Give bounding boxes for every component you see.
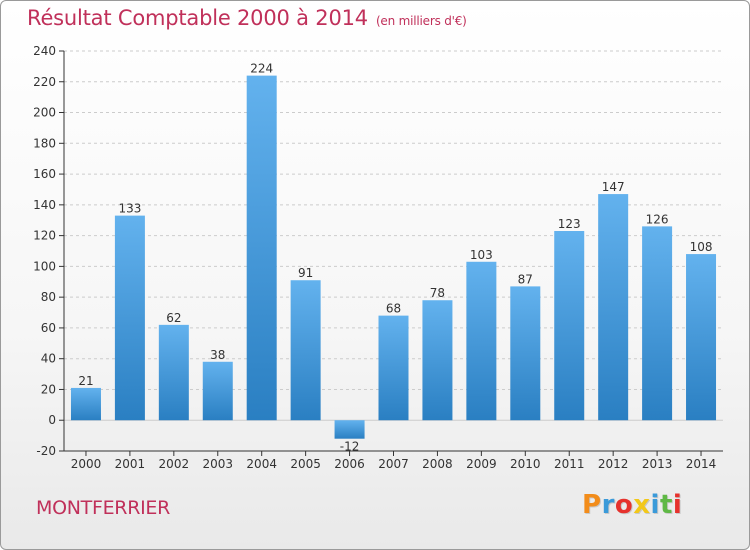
bar-2008 [422, 300, 453, 421]
bar-2004 [246, 75, 277, 421]
y-tick-label: 40 [41, 352, 56, 366]
commune-name: MONTFERRIER [36, 497, 171, 519]
data-label: 123 [558, 217, 581, 231]
bar-2000 [70, 387, 101, 421]
logo-letter: i [672, 490, 683, 520]
y-tick-label: 100 [33, 259, 56, 273]
data-label: 133 [118, 202, 141, 216]
chart-title: Résultat Comptable 2000 à 2014 (en millie… [27, 6, 467, 30]
y-tick-label: 220 [33, 75, 56, 89]
x-tick-label: 2002 [159, 457, 190, 471]
bar-2013 [642, 226, 673, 421]
bar-2005 [290, 280, 321, 421]
data-label: 103 [470, 248, 493, 262]
data-label: 78 [430, 286, 445, 300]
data-label: 91 [298, 266, 313, 280]
y-tick-label: -20 [36, 444, 56, 458]
bar-2001 [114, 215, 145, 421]
logo-letter: P [582, 490, 602, 520]
x-tick-label: 2005 [290, 457, 321, 471]
data-label: 21 [78, 374, 93, 388]
data-label: 87 [518, 272, 533, 286]
y-tick-label: 180 [33, 136, 56, 150]
data-label: 38 [210, 348, 225, 362]
logo-letter: x [633, 490, 651, 520]
x-tick-label: 2006 [334, 457, 365, 471]
chart-subtitle: (en milliers d'€) [375, 14, 467, 28]
data-labels: 21 133 62 38 224 91 -12 68 78 103 87 123 147 126 108 [78, 62, 712, 454]
y-tick-label: 160 [33, 167, 56, 181]
y-tick-label: 0 [48, 413, 56, 427]
data-label: 108 [690, 240, 713, 254]
y-tick-label: 20 [41, 382, 56, 396]
logo-letter: i [650, 490, 660, 520]
bar-2009 [466, 261, 497, 421]
x-tick-label: 2012 [598, 457, 629, 471]
axes: -20 0 20 40 60 80 100 120 140 160 180 200 220 240 2000… [33, 44, 723, 471]
logo-letter: t [659, 490, 673, 520]
bar-2007 [378, 315, 409, 421]
x-tick-label: 2014 [686, 457, 717, 471]
bar-2012 [598, 194, 629, 421]
proxiti-logo[interactable]: Proxiti [582, 490, 682, 520]
data-label: 68 [386, 302, 401, 316]
data-label: 126 [646, 212, 669, 226]
logo-letter: o [614, 490, 634, 520]
x-tick-label: 2001 [115, 457, 146, 471]
data-label: -12 [340, 440, 360, 454]
bar-2014 [686, 254, 717, 421]
x-tick-label: 2010 [510, 457, 541, 471]
y-tick-label: 120 [33, 229, 56, 243]
bar-2011 [554, 231, 585, 421]
x-tick-label: 2000 [71, 457, 102, 471]
y-tick-label: 140 [33, 198, 56, 212]
chart-title-text: Résultat Comptable 2000 à 2014 [27, 6, 368, 30]
bar-2003 [202, 361, 233, 421]
y-tick-label: 200 [33, 106, 56, 120]
bar-2006 [334, 420, 365, 439]
data-label: 147 [602, 180, 625, 194]
x-tick-label: 2004 [246, 457, 277, 471]
bars [70, 75, 717, 439]
x-tick-label: 2009 [466, 457, 497, 471]
data-label: 62 [166, 311, 181, 325]
y-tick-label: 60 [41, 321, 56, 335]
y-tick-label: 80 [41, 290, 56, 304]
x-tick-label: 2007 [378, 457, 409, 471]
bar-2002 [158, 324, 189, 421]
x-tick-label: 2011 [554, 457, 585, 471]
x-tick-label: 2013 [642, 457, 673, 471]
logo-letter: r [601, 490, 615, 520]
bar-2010 [510, 286, 541, 421]
x-tick-label: 2008 [422, 457, 453, 471]
y-tick-label: 240 [33, 44, 56, 58]
x-tick-label: 2003 [202, 457, 233, 471]
data-label: 224 [250, 62, 273, 76]
